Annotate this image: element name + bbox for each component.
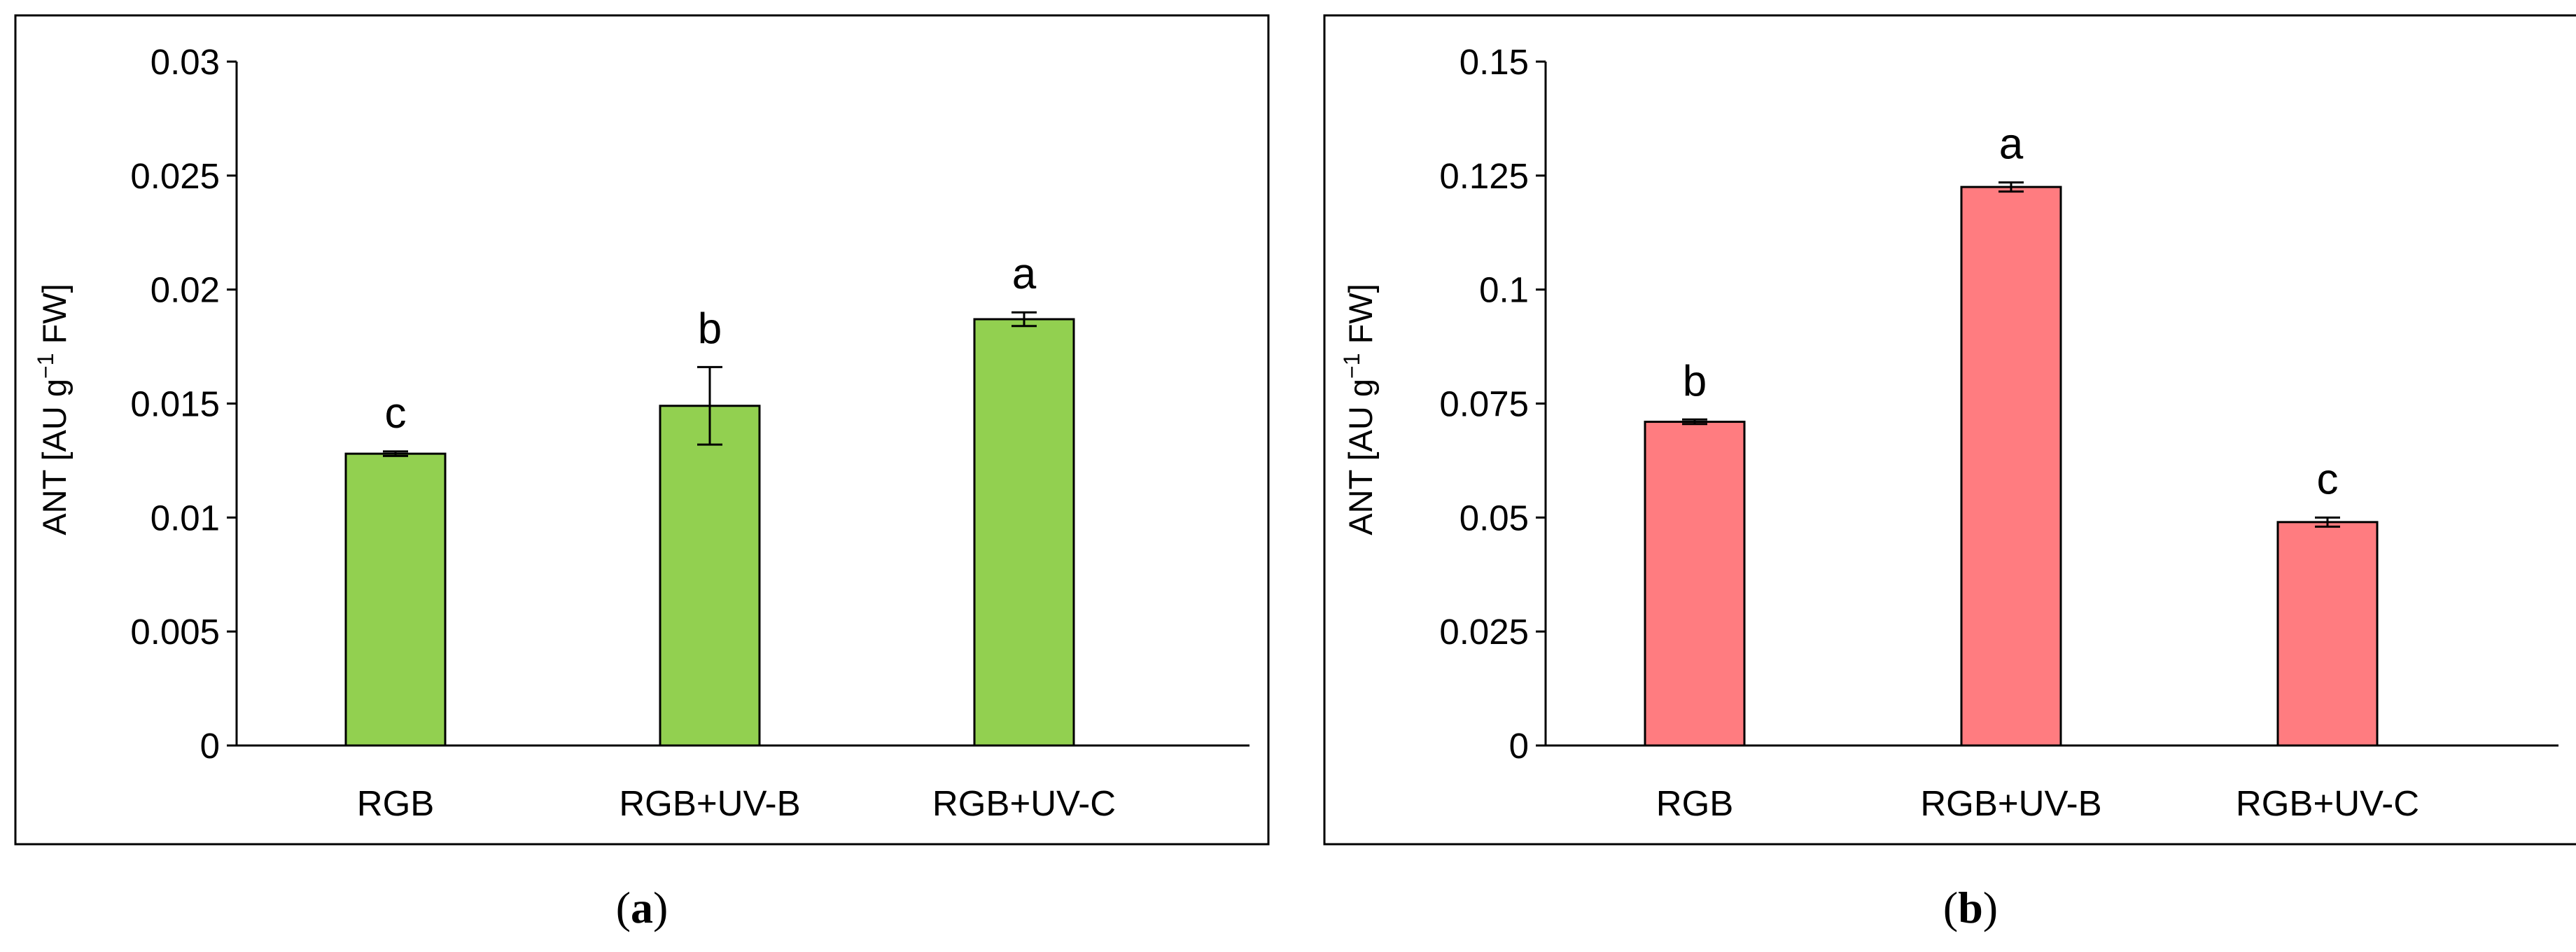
y-tick-label: 0 (200, 726, 220, 766)
y-tick-label: 0.075 (1439, 384, 1529, 424)
x-tick-label: RGB+UV-C (2236, 783, 2419, 823)
chart-panel-a: ANT [AU g−1 FW] 0 0.005 0.01 0.015 0.02 0.025… (14, 14, 1270, 932)
y-axis-label: ANT [AU g−1 FW] (33, 284, 73, 535)
y-tick-label: 0.125 (1439, 156, 1529, 196)
y-tick-label: 0.03 (150, 42, 220, 82)
x-tick-label: RGB (1656, 783, 1734, 823)
y-tick-label: 0.05 (1460, 498, 1529, 538)
y-tick-label: 0.02 (150, 270, 220, 310)
panel-caption-a: (a) (616, 883, 668, 932)
y-tick-label: 0.01 (150, 498, 220, 538)
y-axis-label: ANT [AU g−1 FW] (1339, 284, 1379, 535)
y-tick-label: 0.025 (130, 156, 220, 196)
bar (344, 452, 447, 747)
bar (1960, 186, 2062, 747)
significance-label: c (2317, 455, 2339, 503)
significance-label: a (1999, 120, 2024, 169)
significance-label: b (1683, 357, 1707, 405)
x-tick-label: RGB (357, 783, 435, 823)
y-tick-label: 0.1 (1479, 270, 1529, 310)
x-tick-label: RGB+UV-B (619, 783, 800, 823)
y-tick-label: 0.005 (130, 612, 220, 652)
bar (973, 318, 1075, 747)
bar (659, 405, 761, 747)
chart-panel-b: ANT [AU g−1 FW] 00.0250.050.0750.10.1250… (1323, 14, 2576, 932)
significance-label: a (1012, 250, 1037, 298)
significance-label: b (698, 304, 722, 353)
significance-label: c (385, 389, 407, 438)
y-tick-label: 0 (1509, 726, 1529, 766)
bar (2276, 521, 2379, 747)
bar (1644, 421, 1746, 747)
y-tick-label: 0.025 (1439, 612, 1529, 652)
x-tick-label: RGB+UV-B (1920, 783, 2101, 823)
chart-border (14, 14, 1270, 846)
x-tick-label: RGB+UV-C (932, 783, 1116, 823)
plot-area: 0 0.005 0.01 0.015 0.02 0.025 0.03 c RGB b RGB+UV-… (130, 42, 1250, 823)
y-tick-label: 0.015 (130, 384, 220, 424)
panel-caption-b: (b) (1943, 883, 1998, 932)
chart-border (1323, 14, 2576, 846)
y-tick-label: 0.15 (1460, 42, 1529, 82)
plot-area: 0 0.025 0.05 0.075 0.1 0.125 0.15 b RGB a RGB+UV-B… (1439, 42, 2558, 823)
